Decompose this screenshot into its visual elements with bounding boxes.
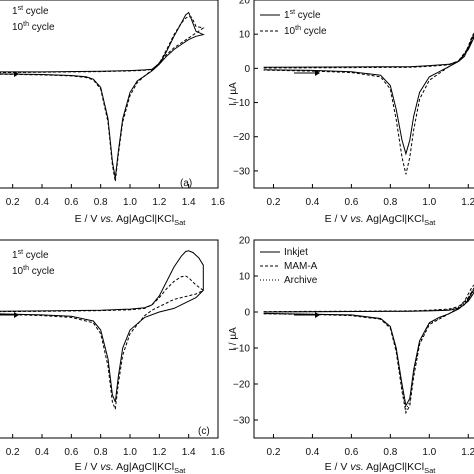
x-axis-label: E / V vs. Ag|AgCl|KClSat (325, 213, 437, 227)
x-axis-label: E / V vs. Ag|AgCl|KClSat (325, 461, 437, 474)
y-ticks: 20 10 0 −10 −20 −30 (233, 0, 258, 177)
panel-label-c: (c) (198, 426, 210, 437)
x-tick-label: 1.2 (152, 197, 166, 208)
x-tick-label: 0.6 (64, 447, 78, 458)
x-tick-label: 1.0 (123, 447, 137, 458)
x-tick-label: 1.2 (461, 197, 474, 208)
panel-top-left: 0.2 0.4 0.6 0.8 1.0 1.2 1.4 1.6 1st cycle 10th … (0, 0, 225, 208)
y-ticks: 20 10 0 −10 −20 −30 (233, 236, 258, 427)
x-tick-label: 0.8 (383, 447, 397, 458)
series-line-1st-cycle (263, 34, 474, 156)
x-tick-label: 1.6 (211, 447, 225, 458)
x-tick-label: 0.2 (6, 197, 20, 208)
x-tick-label: 0.2 (267, 447, 281, 458)
scan-direction-arrow (294, 70, 320, 76)
series-line-archive (263, 288, 474, 411)
curves (263, 284, 474, 415)
legend-label-cycle-1: 1st cycle (12, 249, 49, 261)
x-tick-label: 0.8 (383, 197, 397, 208)
x-tick-label: 0.4 (35, 197, 49, 208)
x-tick-label: 0.6 (344, 447, 358, 458)
x-tick-label: 1.4 (182, 197, 196, 208)
legend: Inkjet MAM-A Archive (260, 247, 318, 286)
x-axis-label: E / V vs. Ag|AgCl|KClSat (75, 213, 187, 227)
x-tick-label: 1.2 (152, 447, 166, 458)
y-tick-label: 20 (239, 236, 251, 247)
y-axis-label: I / µA (228, 82, 239, 106)
legend-label-cycle-10: 10th cycle (12, 21, 55, 33)
legend-label-inkjet: Inkjet (284, 247, 308, 258)
y-tick-label: 20 (239, 0, 251, 7)
legend-label-cycle-1: 1st cycle (284, 9, 321, 21)
scan-direction-arrow (294, 312, 320, 318)
x-tick-label: 1.0 (422, 447, 436, 458)
series-line-10th-cycle (0, 275, 205, 410)
x-tick-label: 0.4 (305, 197, 319, 208)
x-ticks: 0.2 0.4 0.6 0.8 1.0 1.2 (267, 434, 474, 458)
legend: 1st cycle 10th cycle (260, 9, 327, 37)
x-tick-label: 0.2 (267, 197, 281, 208)
y-tick-label: 10 (239, 272, 251, 283)
y-tick-label: 10 (239, 30, 251, 41)
y-tick-label: −30 (233, 416, 250, 427)
x-tick-label: 1.0 (123, 197, 137, 208)
y-axis-label: I / µA (228, 327, 239, 351)
panel-top-right: 0.2 0.4 0.6 0.8 1.0 1.2 20 10 0 −10 −20 −30 I / µA… (228, 0, 474, 208)
series-line-10th-cycle (263, 32, 474, 175)
plot-frame (253, 239, 474, 439)
x-tick-label: 0.4 (305, 447, 319, 458)
curves (0, 250, 205, 410)
panel-bottom-right: 0.2 0.4 0.6 0.8 1.0 1.2 20 10 0 −10 −20 −30 I / µA… (228, 236, 474, 458)
plot-frame (0, 239, 219, 439)
legend-label-cycle-10: 10th cycle (284, 25, 327, 37)
curves (263, 32, 474, 175)
x-tick-label: 0.6 (64, 197, 78, 208)
x-ticks: 0.2 0.4 0.6 0.8 1.0 1.2 1.4 1.6 (6, 184, 225, 208)
x-tick-label: 0.8 (94, 447, 108, 458)
x-tick-label: 0.6 (344, 197, 358, 208)
x-tick-label: 1.0 (422, 197, 436, 208)
series-line-inkjet (263, 289, 474, 408)
x-tick-label: 0.8 (94, 197, 108, 208)
legend-label-archive: Archive (284, 275, 318, 286)
panel-bottom-left: 0.2 0.4 0.6 0.8 1.0 1.2 1.4 1.6 1st cycle 10th … (0, 239, 225, 458)
legend-label-cycle-1: 1st cycle (12, 5, 49, 17)
series-line-1st-cycle (0, 11, 205, 179)
plot-frame (253, 0, 474, 189)
y-tick-label: −20 (233, 132, 250, 143)
y-tick-label: −10 (233, 344, 250, 355)
y-tick-label: −30 (233, 166, 250, 177)
curves (0, 11, 205, 182)
x-ticks: 0.2 0.4 0.6 0.8 1.0 1.2 (267, 184, 474, 208)
y-tick-label: −10 (233, 98, 250, 109)
x-ticks: 0.2 0.4 0.6 0.8 1.0 1.2 1.4 1.6 (6, 434, 225, 458)
y-tick-label: 0 (244, 308, 250, 319)
legend-label-mam-a: MAM-A (284, 261, 318, 272)
x-axis-label: E / V vs. Ag|AgCl|KClSat (75, 461, 187, 474)
x-tick-label: 1.6 (211, 197, 225, 208)
x-tick-label: 1.2 (461, 447, 474, 458)
x-tick-label: 0.2 (6, 447, 20, 458)
plot-frame (0, 0, 219, 189)
x-tick-label: 0.4 (35, 447, 49, 458)
series-line-mam-a (263, 284, 474, 415)
y-tick-label: 0 (244, 64, 250, 75)
series-line-10th-cycle (0, 15, 205, 182)
y-tick-label: −20 (233, 380, 250, 391)
panel-label-a: (a) (180, 178, 192, 189)
series-line-1st-cycle (0, 250, 204, 403)
x-tick-label: 1.4 (182, 447, 196, 458)
legend-label-cycle-10: 10th cycle (12, 265, 55, 277)
